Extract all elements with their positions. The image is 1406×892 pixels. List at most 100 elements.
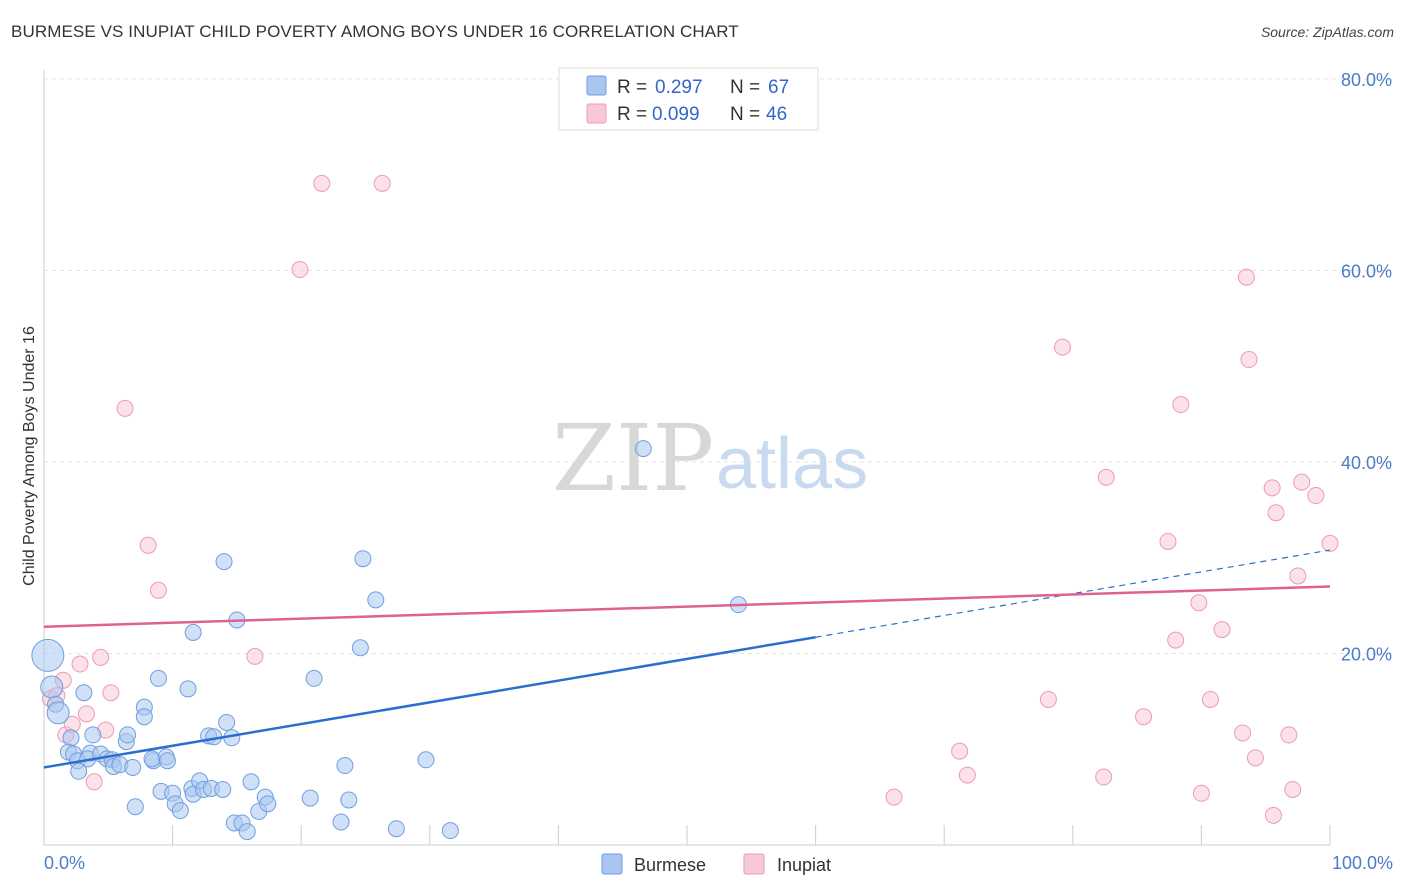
chart-title: BURMESE VS INUPIAT CHILD POVERTY AMONG B… — [11, 22, 739, 41]
inupiat-point — [313, 174, 331, 192]
burmese-points — [31, 440, 747, 841]
inupiat-point — [1293, 473, 1311, 491]
burmese-point — [135, 708, 153, 726]
burmese-point — [387, 820, 405, 838]
legend-burmese-r-label: R = — [617, 77, 647, 98]
legend-top: R = 0.297 N = 67 R = 0.099 N = 46 — [558, 67, 819, 131]
burmese-point — [62, 729, 80, 747]
y-tick-label: 60.0% — [1341, 262, 1392, 282]
inupiat-point — [149, 581, 167, 599]
burmese-point — [75, 684, 93, 702]
inupiat-point — [1039, 690, 1057, 708]
legend-inupiat-n-value: 46 — [766, 104, 787, 125]
legend-bottom-swatch-inupiat — [743, 853, 765, 875]
inupiat-point — [1190, 594, 1208, 612]
inupiat-point — [1135, 708, 1153, 726]
burmese-point — [332, 813, 350, 831]
inupiat-point — [1321, 534, 1339, 552]
inupiat-point — [246, 647, 264, 665]
legend-bottom: Burmese Inupiat — [601, 853, 831, 875]
burmese-point — [351, 639, 369, 657]
inupiat-point — [373, 174, 391, 192]
y-tick-label: 20.0% — [1341, 645, 1392, 665]
legend-burmese-n-value: 67 — [768, 77, 789, 98]
inupiat-point — [1307, 487, 1325, 505]
y-axis-label: Child Poverty Among Boys Under 16 — [21, 326, 38, 586]
legend-inupiat-r-label: R = — [617, 104, 647, 125]
inupiat-point — [71, 655, 89, 673]
burmese-point — [84, 726, 102, 744]
burmese-point — [46, 701, 70, 725]
inupiat-point — [1159, 532, 1177, 550]
inupiat-point — [139, 536, 157, 554]
y-tick-label: 40.0% — [1341, 453, 1392, 473]
burmese-point — [301, 789, 319, 807]
legend-swatch-inupiat — [586, 103, 607, 124]
burmese-point — [31, 638, 65, 672]
inupiat-point — [116, 399, 134, 417]
burmese-trend-line — [43, 635, 816, 769]
watermark: ZIP atlas — [552, 405, 868, 512]
burmese-point — [336, 757, 354, 775]
inupiat-point — [1246, 749, 1264, 767]
inupiat-point — [1240, 351, 1258, 369]
inupiat-point — [1264, 806, 1282, 824]
inupiat-point — [1234, 724, 1252, 742]
x-tick-label: 0.0% — [44, 853, 85, 873]
inupiat-point — [1289, 567, 1307, 585]
y-tick-label: 80.0% — [1341, 70, 1392, 90]
burmese-point — [143, 750, 161, 768]
inupiat-trend-line — [43, 585, 1331, 628]
burmese-point — [305, 669, 323, 687]
burmese-point — [417, 751, 435, 769]
gridlines — [44, 78, 1392, 654]
burmese-point — [238, 823, 256, 841]
legend-inupiat-n-label: N = — [730, 104, 760, 125]
burmese-point — [242, 773, 260, 791]
inupiat-point — [1201, 690, 1219, 708]
inupiat-point — [958, 766, 976, 784]
inupiat-point — [102, 684, 120, 702]
inupiat-point — [1237, 268, 1255, 286]
burmese-trend-extension — [815, 549, 1331, 638]
inupiat-point — [1054, 338, 1072, 356]
watermark-atlas: atlas — [716, 424, 868, 504]
x-axis-ticks — [43, 825, 1331, 845]
legend-swatch-burmese — [586, 75, 607, 96]
burmese-point — [124, 758, 142, 776]
inupiat-point — [1280, 726, 1298, 744]
inupiat-point — [291, 261, 309, 279]
burmese-point — [218, 713, 236, 731]
x-tick-label: 100.0% — [1332, 853, 1393, 873]
x-axis-tick-labels: 0.0% 100.0% — [44, 853, 1393, 873]
burmese-point — [441, 822, 459, 840]
inupiat-point — [1095, 768, 1113, 786]
inupiat-point — [1263, 479, 1281, 497]
legend-burmese-n-label: N = — [730, 77, 760, 98]
burmese-point — [214, 780, 232, 798]
inupiat-point — [1097, 468, 1115, 486]
legend-burmese-r-value: 0.297 — [655, 77, 703, 98]
burmese-point — [40, 675, 64, 699]
watermark-zip: ZIP — [552, 405, 714, 512]
inupiat-point — [1213, 621, 1231, 639]
burmese-point — [340, 791, 358, 809]
inupiat-point — [92, 648, 110, 666]
inupiat-point — [1284, 780, 1302, 798]
inupiat-point — [1167, 631, 1185, 649]
burmese-point — [354, 550, 372, 568]
burmese-point — [259, 795, 277, 813]
burmese-point — [215, 553, 233, 571]
y-axis-tick-labels: 20.0% 40.0% 60.0% 80.0% — [1341, 70, 1392, 665]
burmese-point — [126, 798, 144, 816]
burmese-point — [70, 762, 88, 780]
inupiat-point — [77, 705, 95, 723]
burmese-point — [184, 623, 202, 641]
burmese-point — [367, 591, 385, 609]
inupiat-point — [885, 788, 903, 806]
legend-bottom-swatch-burmese — [601, 853, 623, 875]
burmese-point — [171, 802, 189, 820]
trend-lines — [43, 549, 1331, 769]
inupiat-point — [1192, 784, 1210, 802]
